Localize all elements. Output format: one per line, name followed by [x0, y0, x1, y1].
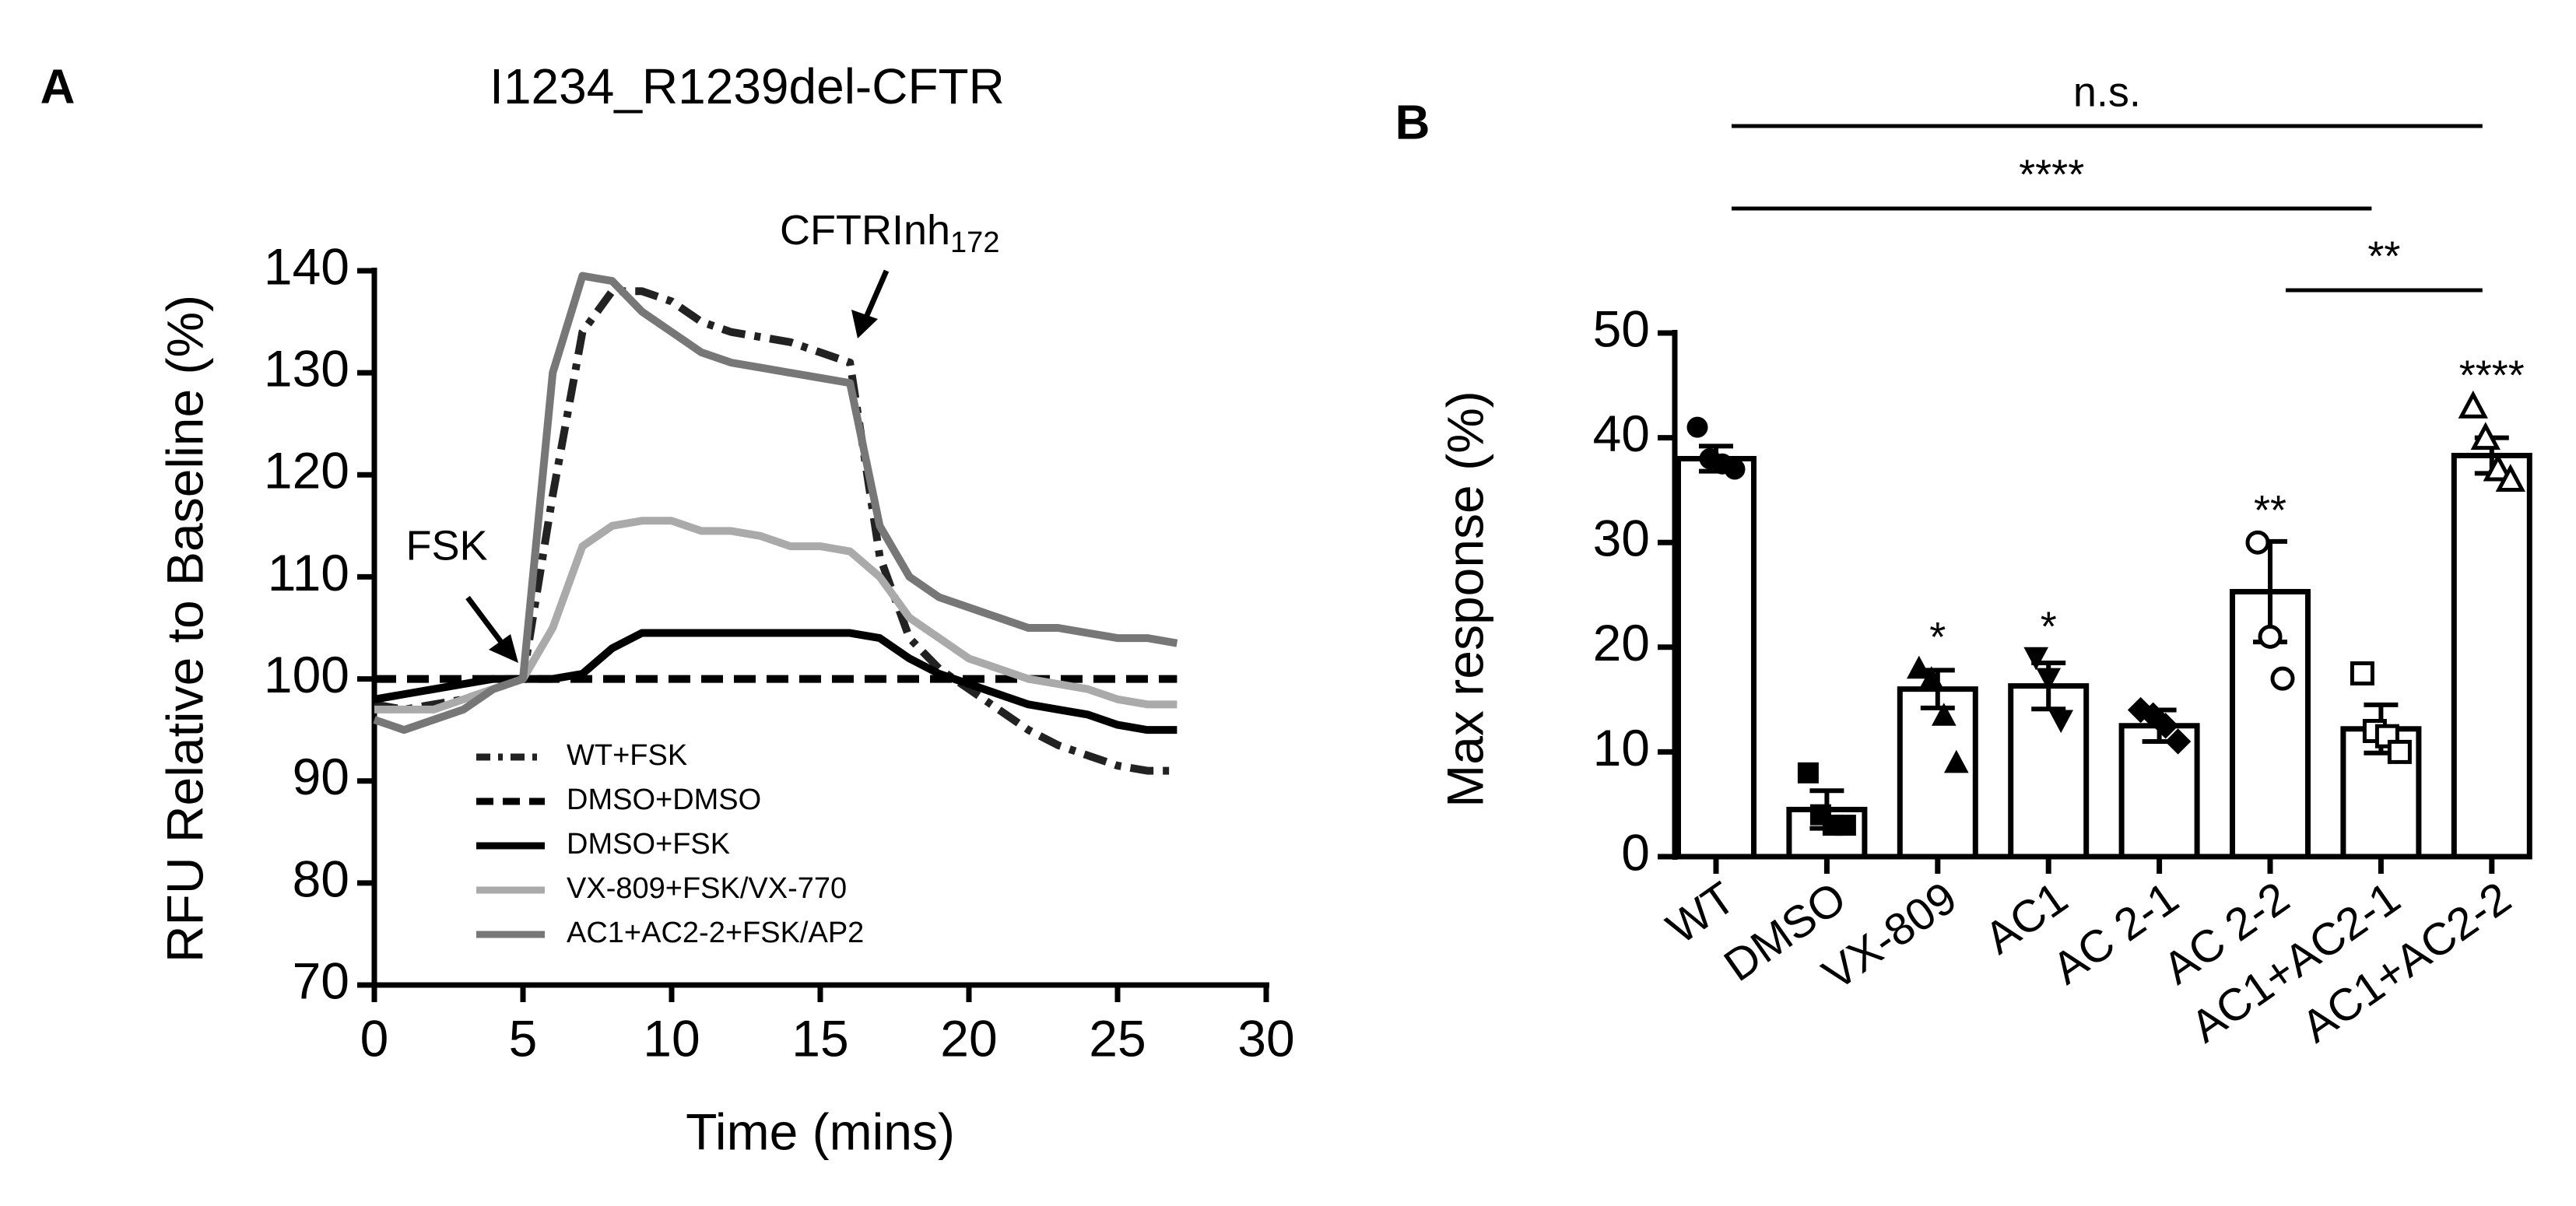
data-point	[1686, 416, 1708, 438]
annotation: FSK	[405, 522, 487, 569]
data-point	[2036, 668, 2062, 692]
data-point	[2152, 713, 2179, 739]
x-tick-label: 5	[509, 1009, 538, 1067]
chart-title: I1234_R1239del-CFTR	[490, 58, 1005, 114]
data-point	[2374, 724, 2399, 748]
y-tick-label: 30	[1593, 510, 1650, 567]
y-tick-label: 40	[1593, 405, 1650, 462]
data-point	[2270, 666, 2295, 691]
data-point	[2458, 390, 2488, 419]
data-point	[1834, 815, 1856, 836]
bracket-label: **	[2367, 233, 2400, 279]
data-point	[2470, 422, 2501, 450]
y-axis-label: RFU Relative to Baseline (%)	[156, 295, 213, 962]
y-tick-label: 130	[264, 340, 349, 398]
significance-label: ****	[2459, 352, 2525, 398]
x-tick-label: 30	[1237, 1009, 1294, 1067]
arrow	[862, 269, 890, 321]
data-point	[1918, 666, 1944, 689]
y-tick-label: 100	[264, 646, 349, 703]
legend-label: AC1+AC2-2+FSK/AP2	[567, 917, 864, 949]
significance-label: **	[2254, 487, 2286, 534]
bar	[2118, 723, 2200, 860]
y-tick-label: 10	[1593, 719, 1650, 777]
y-axis-label: Max response (%)	[1436, 391, 1493, 808]
x-tick-label: 0	[360, 1009, 389, 1067]
bracket-label: ****	[2019, 151, 2084, 198]
x-tick-label: 25	[1089, 1009, 1146, 1067]
annotation-subscript: 172	[950, 226, 999, 259]
legend-label: WT+FSK	[567, 739, 687, 772]
data-point	[1931, 703, 1957, 726]
legend-label: VX-809+FSK/VX-770	[567, 872, 847, 905]
data-point	[2350, 661, 2374, 685]
data-point	[1943, 749, 1969, 773]
bar	[2451, 452, 2532, 860]
y-tick-label: 140	[264, 237, 349, 295]
line-series	[373, 272, 1178, 734]
y-tick-label: 20	[1593, 614, 1650, 671]
legend-label: DMSO+FSK	[567, 828, 730, 861]
data-point	[2023, 647, 2049, 671]
arrow-head	[851, 310, 878, 338]
legend-label: DMSO+DMSO	[567, 784, 761, 816]
y-tick-label: 120	[264, 442, 349, 500]
data-point	[2483, 453, 2513, 482]
data-point	[2048, 710, 2074, 734]
arrow-head	[489, 634, 518, 663]
panel-label: A	[40, 60, 75, 114]
annotation: CFTRInh172	[780, 207, 999, 259]
data-point	[2258, 624, 2283, 649]
y-tick-label: 0	[1621, 823, 1650, 881]
data-point	[2245, 530, 2270, 555]
data-point	[2387, 739, 2412, 764]
data-point	[2164, 728, 2192, 755]
panel-label: B	[1395, 96, 1430, 149]
bar	[2008, 683, 2090, 860]
line-series	[374, 287, 1177, 775]
x-tick-label: 10	[643, 1009, 700, 1067]
annotation-text: CFTRInh	[780, 207, 950, 254]
x-tick-label: AC 2-1	[2044, 872, 2188, 994]
bar	[1676, 456, 1757, 860]
x-axis-label: Time (mins)	[686, 1103, 955, 1160]
y-tick-label: 80	[293, 850, 349, 907]
x-tick-label: 20	[940, 1009, 997, 1067]
y-tick-label: 70	[293, 952, 349, 1009]
x-tick-label: 15	[791, 1009, 848, 1067]
significance-label: *	[1929, 614, 1946, 661]
data-point	[1906, 655, 1932, 679]
line-series	[374, 629, 1177, 734]
bracket-label: n.s.	[2073, 68, 2141, 115]
data-point	[1724, 458, 1746, 480]
significance-label: *	[2041, 604, 2057, 650]
data-point	[1797, 762, 1819, 784]
y-tick-label: 110	[268, 544, 349, 601]
data-point	[2495, 464, 2525, 492]
y-tick-label: 90	[293, 748, 349, 805]
y-tick-label: 50	[1593, 300, 1650, 357]
